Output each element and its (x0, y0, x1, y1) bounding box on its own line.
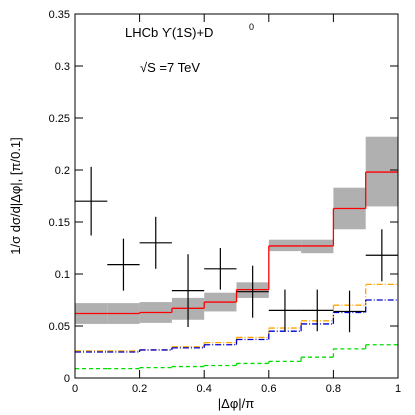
y-tick-label: 0.3 (55, 61, 70, 73)
x-axis-label: |Δφ|/π (218, 396, 254, 411)
annotation: √S =7 TeV (140, 60, 200, 75)
x-tick-label: 0.6 (261, 383, 276, 395)
y-tick-label: 0.15 (49, 217, 70, 229)
x-tick-label: 1 (395, 383, 401, 395)
y-tick-label: 0 (64, 373, 70, 385)
x-tick-label: 0.2 (132, 383, 147, 395)
y-tick-label: 0.05 (49, 321, 70, 333)
y-axis-label: 1/σ dσ/d|Δφ|, [π/0.1] (8, 137, 23, 255)
annotation-superscript: 0 (249, 22, 254, 32)
y-tick-label: 0.25 (49, 113, 70, 125)
annotation: LHCb ϒ(1S)+D (125, 25, 213, 40)
x-tick-label: 0 (72, 383, 78, 395)
x-tick-label: 0.4 (197, 383, 212, 395)
y-tick-label: 0.1 (55, 269, 70, 281)
y-tick-label: 0.35 (49, 9, 70, 21)
x-tick-label: 0.8 (326, 383, 341, 395)
y-tick-label: 0.2 (55, 165, 70, 177)
plot-frame (74, 13, 399, 379)
